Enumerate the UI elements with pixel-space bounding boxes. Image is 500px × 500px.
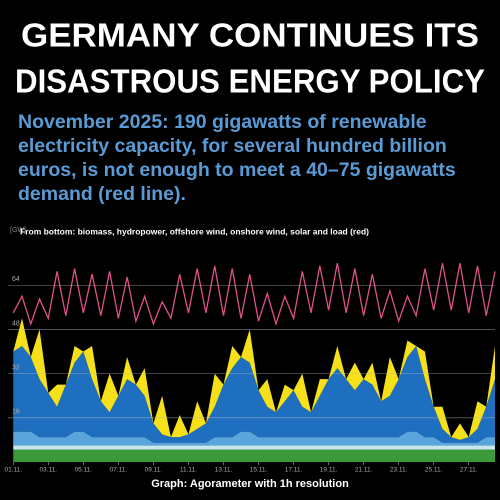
x-tick-label: 03.11. bbox=[39, 467, 57, 474]
x-tick-label: 11.11. bbox=[180, 467, 197, 474]
x-tick-label: 25.11. bbox=[425, 467, 443, 474]
x-tick-label: 17.11. bbox=[285, 467, 303, 474]
x-tick-label: 27.11. bbox=[460, 467, 478, 474]
load-line bbox=[12, 263, 496, 327]
y-axis-label: [GW] bbox=[10, 227, 26, 234]
area bbox=[13, 346, 495, 443]
x-tick-label: 23.11. bbox=[390, 467, 408, 474]
y-tick-label: 32 bbox=[12, 364, 20, 371]
y-tick-label: 16 bbox=[12, 409, 20, 416]
x-tick-label: 05.11. bbox=[75, 467, 93, 474]
area bbox=[13, 449, 495, 462]
x-tick-label: 19.11. bbox=[320, 467, 338, 474]
x-tick-label: 07.11. bbox=[110, 467, 128, 474]
title-line: GERMANY CONTINUES ITS bbox=[21, 17, 479, 54]
y-tick-label: 64 bbox=[12, 276, 20, 283]
title-line: DISASTROUS ENERGY POLICY bbox=[15, 63, 485, 100]
x-tick-label: 01.11. bbox=[4, 467, 22, 474]
x-tick-label: 21.11. bbox=[355, 467, 373, 474]
area bbox=[13, 445, 495, 450]
caption: Graph: Agorameter with 1h resolution bbox=[151, 478, 349, 490]
note: From bottom: biomass, hydropower, offsho… bbox=[20, 226, 369, 236]
y-tick-label: 48 bbox=[12, 320, 20, 327]
area bbox=[13, 431, 495, 446]
area bbox=[13, 318, 495, 440]
subtitle: November 2025: 190 gigawatts of renewabl… bbox=[18, 111, 456, 205]
x-tick-label: 15.11. bbox=[250, 467, 268, 474]
x-tick-label: 09.11. bbox=[145, 467, 163, 474]
x-tick-label: 13.11. bbox=[215, 467, 233, 474]
